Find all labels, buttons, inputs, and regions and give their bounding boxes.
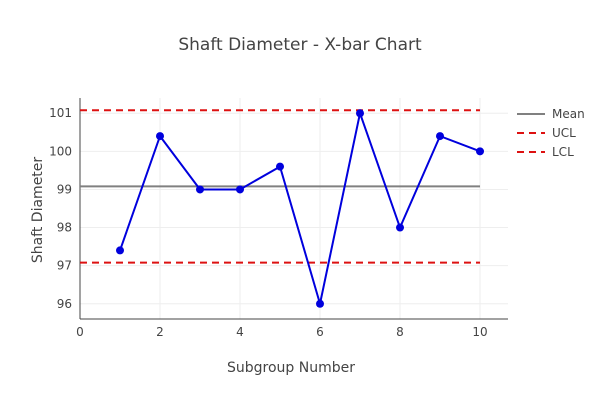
data-point[interactable]	[196, 185, 204, 194]
axes	[79, 98, 508, 320]
legend[interactable]: Mean UCL LCL	[517, 107, 585, 159]
data-point[interactable]	[436, 132, 444, 141]
data-point[interactable]	[276, 162, 284, 171]
y-tick-label: 100	[49, 144, 72, 158]
y-tick-label: 98	[57, 221, 72, 235]
grid	[79, 98, 508, 319]
data-point[interactable]	[356, 109, 364, 118]
x-axis-title: Subgroup Number	[227, 360, 355, 376]
data-point[interactable]	[116, 246, 124, 255]
legend-label: Mean	[552, 107, 585, 121]
data-point[interactable]	[236, 185, 244, 194]
y-tick-label: 101	[49, 106, 72, 120]
data-point[interactable]	[316, 299, 324, 308]
x-tick-label: 10	[472, 325, 487, 339]
x-tick-label: 0	[76, 325, 84, 339]
series-line	[119, 109, 481, 305]
x-tick-label: 2	[156, 325, 164, 339]
y-tick-label: 99	[57, 182, 72, 196]
x-tick-label: 4	[236, 325, 244, 339]
legend-item-mean[interactable]: Mean	[517, 107, 585, 121]
data-point[interactable]	[476, 147, 484, 156]
reference-lines	[80, 109, 480, 264]
chart-title: Shaft Diameter - X-bar Chart	[178, 35, 422, 55]
y-axis-title: Shaft Diameter	[30, 157, 46, 264]
legend-label: UCL	[552, 126, 576, 140]
legend-item-lcl[interactable]: LCL	[517, 145, 574, 159]
data-point[interactable]	[396, 223, 404, 232]
x-tick-label: 8	[396, 325, 404, 339]
data-point[interactable]	[156, 132, 164, 141]
data-series	[116, 109, 484, 308]
y-tick-label: 96	[57, 297, 72, 311]
tick-labels: 96 97 98 99 100 101 0 2 4 6 8 10	[49, 106, 488, 339]
legend-item-ucl[interactable]: UCL	[517, 126, 576, 140]
y-tick-label: 97	[57, 259, 72, 273]
legend-label: LCL	[552, 145, 574, 159]
x-tick-label: 6	[316, 325, 324, 339]
